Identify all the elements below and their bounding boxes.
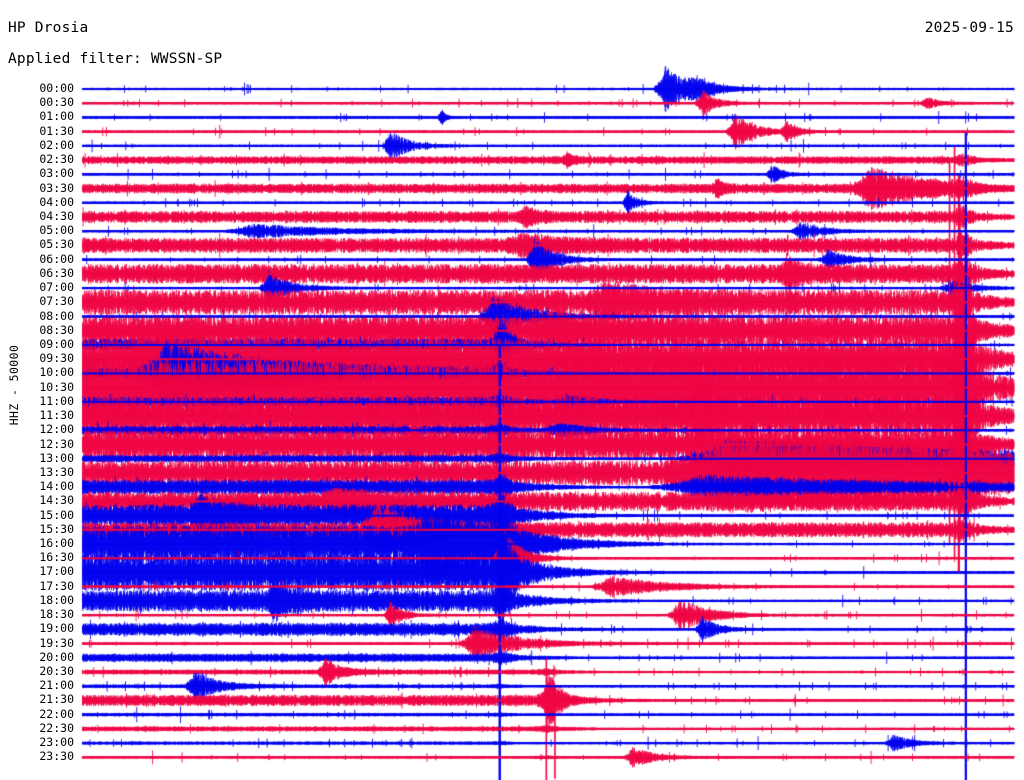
- helicorder-page: HP Drosia 2025-09-15 Applied filter: WWS…: [0, 0, 1024, 780]
- helicorder-trace-canvas[interactable]: [0, 0, 1024, 780]
